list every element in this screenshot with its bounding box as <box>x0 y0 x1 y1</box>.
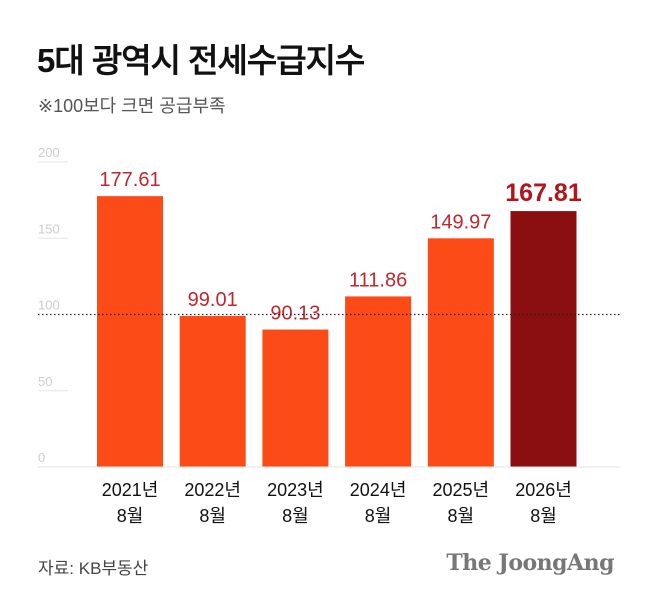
y-tick-label: 200 <box>38 145 60 160</box>
x-tick-label: 8월 <box>448 506 475 526</box>
bar <box>262 329 329 467</box>
source-note: 자료: KB부동산 <box>38 559 149 578</box>
y-tick-label: 100 <box>38 298 60 313</box>
data-label: 111.86 <box>349 269 407 291</box>
x-tick-label: 2021년 <box>102 480 159 500</box>
x-tick-label: 2026년 <box>515 480 572 500</box>
data-label: 149.97 <box>430 211 491 233</box>
x-tick-label: 2024년 <box>350 480 407 500</box>
x-tick-label: 8월 <box>365 506 392 526</box>
chart-subtitle: ※100보다 크면 공급부족 <box>38 96 226 116</box>
y-tick-label: 150 <box>38 221 60 236</box>
data-label: 90.13 <box>270 303 320 325</box>
y-tick-label: 0 <box>38 450 45 465</box>
data-label: 99.01 <box>188 289 238 311</box>
bar <box>345 296 412 467</box>
y-tick-label: 50 <box>38 374 52 389</box>
x-tick-label: 8월 <box>199 506 226 526</box>
bar <box>510 211 577 467</box>
data-label: 177.61 <box>99 169 160 191</box>
chart-title: 5대 광역시 전세수급지수 <box>37 42 365 79</box>
publisher-logo: The JoongAng <box>446 550 614 576</box>
x-tick-label: 2023년 <box>267 480 324 500</box>
bar <box>179 316 246 467</box>
x-tick-label: 2022년 <box>184 480 241 500</box>
data-label: 167.81 <box>505 179 582 207</box>
bar <box>427 238 494 467</box>
bar <box>97 196 163 467</box>
x-tick-label: 2025년 <box>432 480 489 500</box>
x-tick-label: 8월 <box>282 506 309 526</box>
x-tick-label: 8월 <box>530 506 557 526</box>
x-tick-label: 8월 <box>117 506 144 526</box>
